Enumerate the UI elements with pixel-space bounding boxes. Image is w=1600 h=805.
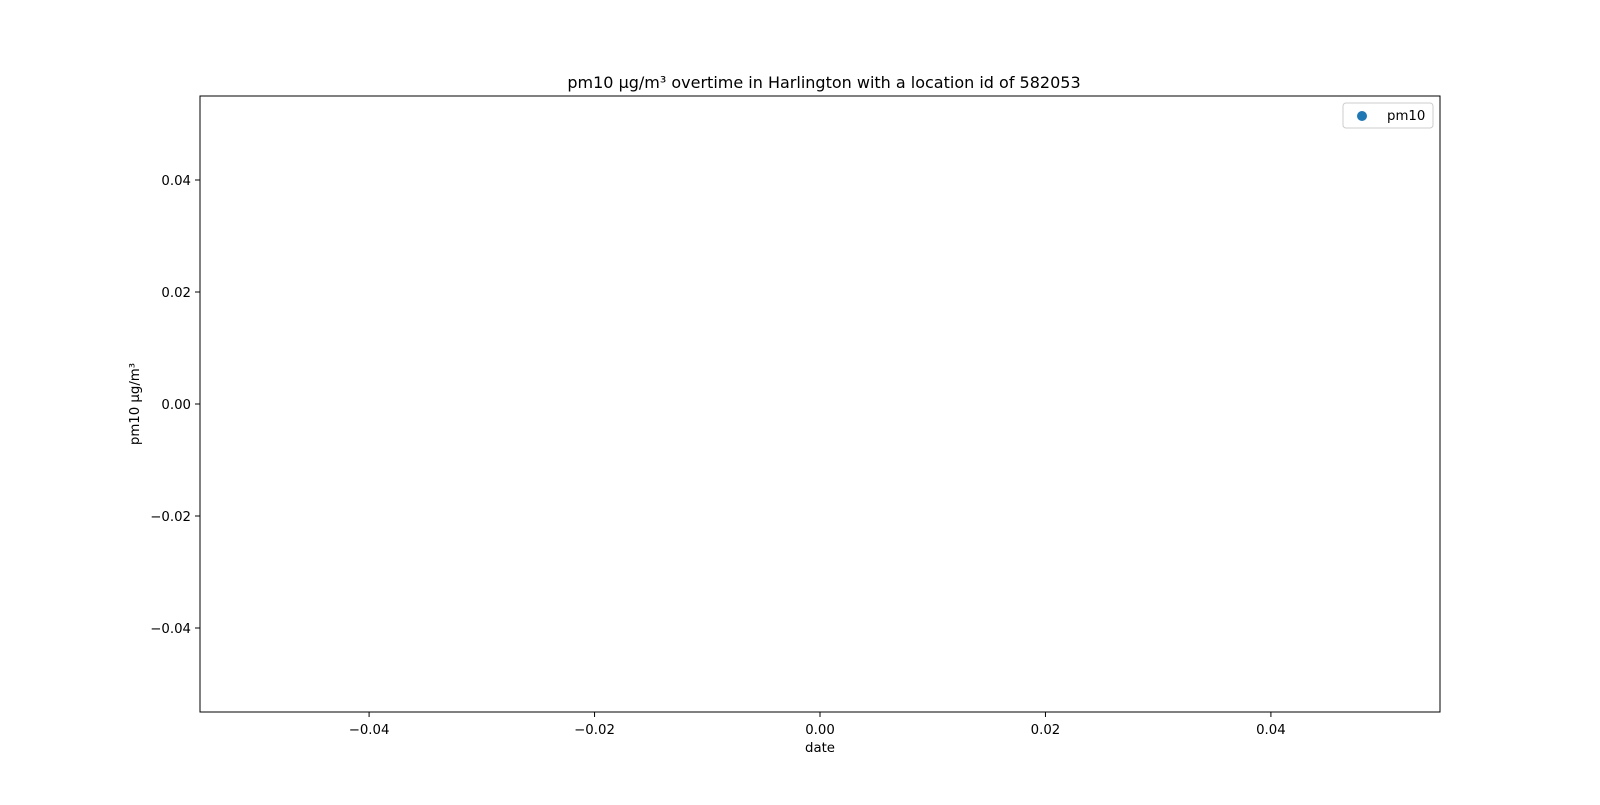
y-axis-label: pm10 µg/m³ [128,363,143,445]
x-tick-label: −0.02 [574,723,615,738]
y-tick-label: 0.02 [161,286,191,301]
x-axis-ticks: −0.04 −0.02 0.00 0.02 0.04 [349,712,1286,738]
y-tick-label: −0.02 [150,510,191,525]
chart-title: pm10 µg/m³ overtime in Harlington with a… [567,73,1080,92]
y-tick-label: −0.04 [150,622,191,637]
plot-area [199,95,1441,713]
x-axis-label: date [805,741,835,756]
legend-label-pm10: pm10 [1387,109,1425,124]
x-tick-label: 0.02 [1031,723,1061,738]
y-tick-label: 0.00 [161,398,191,413]
y-tick-label: 0.04 [161,174,191,189]
x-tick-label: 0.00 [805,723,835,738]
y-axis-ticks: 0.04 0.02 0.00 −0.02 −0.04 [150,174,200,637]
x-tick-label: −0.04 [349,723,390,738]
legend-box [1342,102,1434,129]
legend-marker-pm10 [1357,111,1367,121]
legend: pm10 [1342,102,1434,129]
x-tick-label: 0.04 [1256,723,1286,738]
